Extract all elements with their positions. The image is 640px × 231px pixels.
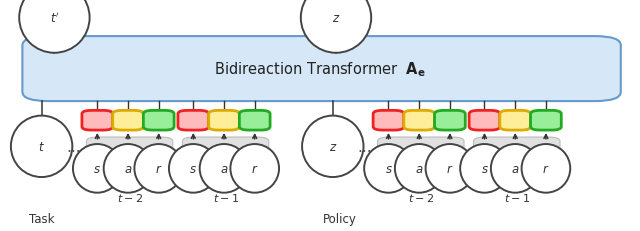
Ellipse shape — [73, 144, 122, 193]
Text: $t'$: $t'$ — [49, 11, 60, 26]
Text: $a$: $a$ — [511, 162, 520, 175]
Text: $s$: $s$ — [481, 162, 488, 175]
FancyBboxPatch shape — [86, 137, 173, 187]
FancyBboxPatch shape — [143, 111, 174, 131]
FancyBboxPatch shape — [209, 111, 239, 131]
FancyBboxPatch shape — [474, 137, 560, 187]
Ellipse shape — [302, 116, 364, 177]
Text: $r$: $r$ — [446, 162, 454, 175]
FancyBboxPatch shape — [22, 37, 621, 102]
Ellipse shape — [395, 144, 444, 193]
Ellipse shape — [134, 144, 183, 193]
Ellipse shape — [11, 116, 72, 177]
Text: $a$: $a$ — [415, 162, 424, 175]
Text: $r$: $r$ — [251, 162, 259, 175]
Text: $s$: $s$ — [93, 162, 101, 175]
Text: $a$: $a$ — [220, 162, 228, 175]
Text: Policy: Policy — [323, 212, 357, 225]
Text: ...: ... — [67, 139, 81, 154]
Ellipse shape — [230, 144, 279, 193]
Ellipse shape — [200, 144, 248, 193]
FancyBboxPatch shape — [469, 111, 500, 131]
Text: $t-2$: $t-2$ — [408, 191, 434, 203]
Ellipse shape — [522, 144, 570, 193]
Text: $r$: $r$ — [542, 162, 550, 175]
Ellipse shape — [491, 144, 540, 193]
Text: $s$: $s$ — [385, 162, 392, 175]
FancyBboxPatch shape — [435, 111, 465, 131]
Text: $t$: $t$ — [38, 140, 45, 153]
FancyBboxPatch shape — [178, 111, 209, 131]
FancyBboxPatch shape — [113, 111, 143, 131]
Text: $t-2$: $t-2$ — [116, 191, 143, 203]
Text: $z$: $z$ — [328, 140, 337, 153]
Ellipse shape — [169, 144, 218, 193]
Text: $t-1$: $t-1$ — [212, 191, 239, 203]
FancyBboxPatch shape — [531, 111, 561, 131]
Text: $s$: $s$ — [189, 162, 197, 175]
FancyBboxPatch shape — [500, 111, 531, 131]
FancyBboxPatch shape — [182, 137, 269, 187]
Text: ...: ... — [358, 139, 372, 154]
Ellipse shape — [364, 144, 413, 193]
FancyBboxPatch shape — [82, 111, 113, 131]
Text: Task: Task — [29, 212, 54, 225]
Ellipse shape — [104, 144, 152, 193]
Ellipse shape — [19, 0, 90, 54]
Text: Bidireaction Transformer  $\mathbf{A_e}$: Bidireaction Transformer $\mathbf{A_e}$ — [214, 60, 426, 79]
Ellipse shape — [460, 144, 509, 193]
Text: $z$: $z$ — [332, 12, 340, 25]
Ellipse shape — [426, 144, 474, 193]
FancyBboxPatch shape — [239, 111, 270, 131]
FancyBboxPatch shape — [373, 111, 404, 131]
Ellipse shape — [301, 0, 371, 54]
FancyBboxPatch shape — [378, 137, 464, 187]
FancyBboxPatch shape — [404, 111, 435, 131]
Text: $t-1$: $t-1$ — [504, 191, 530, 203]
Text: $a$: $a$ — [124, 162, 132, 175]
Text: $r$: $r$ — [155, 162, 163, 175]
